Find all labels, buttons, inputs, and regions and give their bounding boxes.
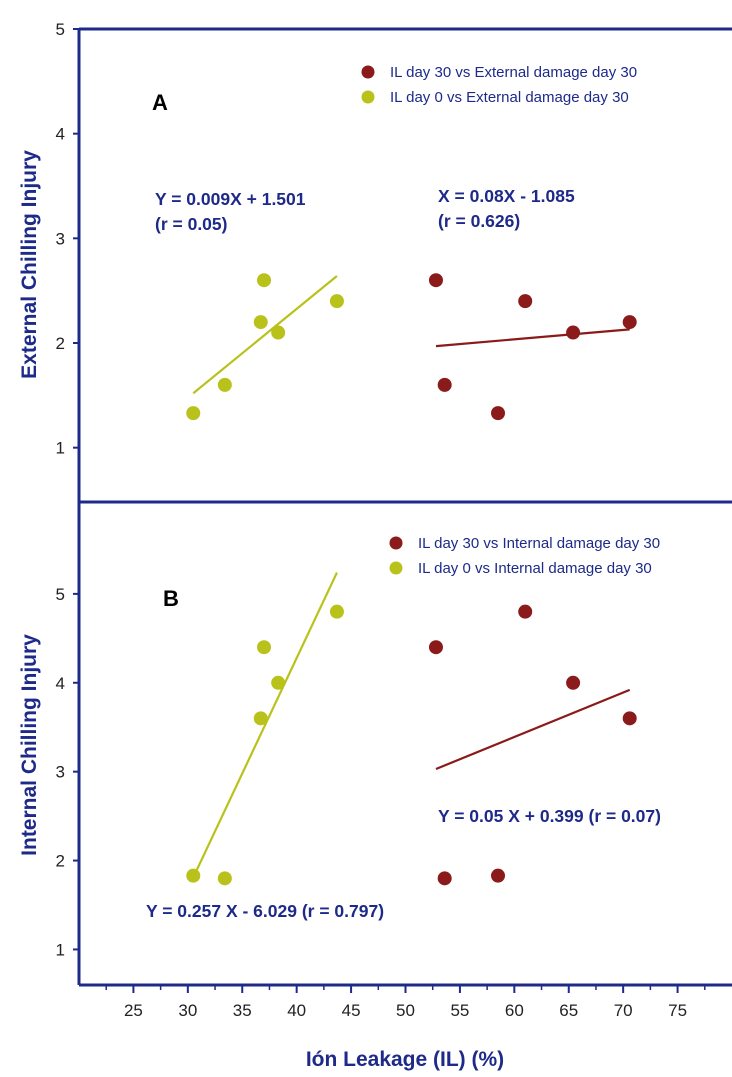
data-point <box>491 406 506 421</box>
legend-marker <box>389 561 403 575</box>
data-point <box>566 675 581 690</box>
regression-equation: Y = 0.257 X - 6.029 (r = 0.797) <box>146 901 384 921</box>
y-tick-label: 5 <box>56 585 65 604</box>
data-point <box>257 640 272 655</box>
legend-marker <box>389 536 403 550</box>
data-point <box>491 868 506 883</box>
y-tick-label: 5 <box>56 20 65 39</box>
x-tick-label: 45 <box>342 1001 361 1020</box>
data-point <box>271 675 286 690</box>
y-tick-label: 1 <box>56 439 65 458</box>
data-point <box>186 868 201 883</box>
legend-label: IL day 0 vs Internal damage day 30 <box>418 560 652 577</box>
data-point <box>518 294 533 309</box>
data-point <box>186 406 201 421</box>
regression-equation: (r = 0.05) <box>155 214 227 234</box>
x-tick-label: 65 <box>559 1001 578 1020</box>
y-tick-label: 2 <box>56 334 65 353</box>
legend-marker <box>361 65 375 79</box>
y-tick-label: 1 <box>56 940 65 959</box>
legend-label: IL day 30 vs Internal damage day 30 <box>418 535 660 552</box>
data-point <box>253 711 268 726</box>
y-tick-label: 4 <box>56 125 65 144</box>
y-tick-label: 4 <box>56 674 65 693</box>
fit-line <box>435 688 631 771</box>
x-tick-label: 50 <box>396 1001 415 1020</box>
panel-label: A <box>152 90 168 115</box>
x-tick-label: 30 <box>178 1001 197 1020</box>
data-point <box>329 294 344 309</box>
legend-label: IL day 30 vs External damage day 30 <box>390 64 637 81</box>
y-axis-label: Internal Chilling Injury <box>18 634 41 856</box>
data-point <box>217 377 232 392</box>
y-tick-label: 3 <box>56 229 65 248</box>
data-point <box>428 273 443 288</box>
data-point <box>622 315 637 330</box>
fit-line <box>435 328 630 348</box>
x-tick-label: 70 <box>614 1001 633 1020</box>
data-point <box>428 640 443 655</box>
y-axis-label: External Chilling Injury <box>18 150 41 379</box>
x-tick-label: 25 <box>124 1001 143 1020</box>
fit-line <box>192 275 338 395</box>
y-tick-label: 2 <box>56 852 65 871</box>
x-axis-label: Ión Leakage (IL) (%) <box>306 1048 504 1071</box>
y-tick-label: 3 <box>56 763 65 782</box>
data-point <box>329 604 344 619</box>
data-point <box>437 871 452 886</box>
fit-line <box>192 572 338 878</box>
data-point <box>518 604 533 619</box>
x-tick-label: 75 <box>668 1001 687 1020</box>
data-point <box>622 711 637 726</box>
regression-equation: Y = 0.05 X + 0.399 (r = 0.07) <box>438 806 661 826</box>
x-tick-label: 35 <box>233 1001 252 1020</box>
panel-label: B <box>163 586 179 611</box>
data-point <box>217 871 232 886</box>
legend-label: IL day 0 vs External damage day 30 <box>390 89 629 106</box>
data-point <box>437 377 452 392</box>
regression-equation: (r = 0.626) <box>438 211 520 231</box>
data-point <box>566 325 581 340</box>
data-point <box>257 273 272 288</box>
regression-equation: X = 0.08X - 1.085 <box>438 186 575 206</box>
x-tick-label: 60 <box>505 1001 524 1020</box>
x-tick-label: 55 <box>450 1001 469 1020</box>
data-point <box>271 325 286 340</box>
regression-equation: Y = 0.009X + 1.501 <box>155 189 306 209</box>
legend-marker <box>361 90 375 104</box>
data-point <box>253 315 268 330</box>
x-tick-label: 40 <box>287 1001 306 1020</box>
